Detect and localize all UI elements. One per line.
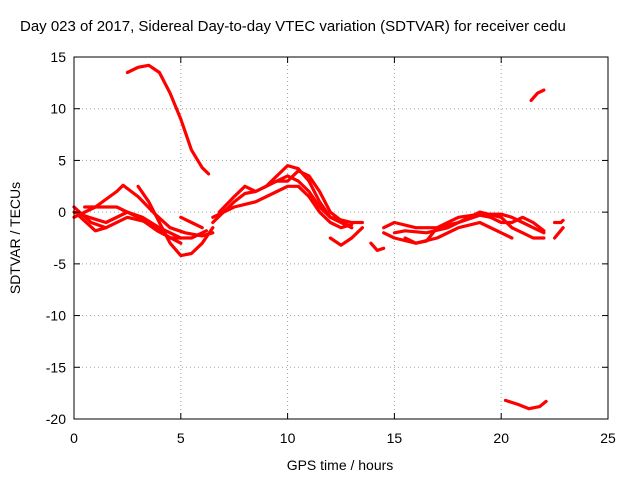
series-trace-14 xyxy=(382,213,546,233)
series-trace-12 xyxy=(179,215,204,230)
x-tick-label: 10 xyxy=(280,430,296,446)
plot-frame xyxy=(73,56,609,420)
x-tick-label: 0 xyxy=(70,430,78,446)
series-trace-9 xyxy=(211,184,354,230)
series-trace-13 xyxy=(328,226,364,247)
series-trace-11 xyxy=(275,169,354,230)
tick-labels: 0 5 10 15 20 25 15 10 5 0 -5 -10 -15 -20 xyxy=(46,49,616,446)
series-trace-10 xyxy=(217,174,364,225)
x-tick-label: 5 xyxy=(177,430,185,446)
series-trace-20 xyxy=(553,218,565,225)
y-tick-label: 0 xyxy=(58,204,66,220)
y-tick-label: -15 xyxy=(46,359,66,375)
x-tick-label: 25 xyxy=(600,430,616,446)
y-tick-label: -5 xyxy=(54,256,67,272)
series-trace-15 xyxy=(392,210,546,240)
series-trace-17 xyxy=(382,220,514,245)
grid-lines xyxy=(74,57,608,419)
x-tick-label: 15 xyxy=(387,430,403,446)
y-axis-label: SDTVAR / TECUs xyxy=(7,182,23,294)
series-trace-22 xyxy=(503,398,548,411)
series-trace-19 xyxy=(553,226,565,240)
x-tick-label: 20 xyxy=(493,430,509,446)
x-axis-label: GPS time / hours xyxy=(287,457,394,473)
series-trace-7 xyxy=(125,63,211,176)
series-trace-1 xyxy=(72,183,215,238)
series-trace-4 xyxy=(83,205,183,245)
chart-title: Day 023 of 2017, Sidereal Day-to-day VTE… xyxy=(20,18,566,35)
y-tick-label: -20 xyxy=(46,411,66,427)
y-tick-label: 5 xyxy=(58,152,66,168)
axis-ticks xyxy=(73,56,609,420)
series-trace-5 xyxy=(76,213,108,233)
series-layer xyxy=(72,63,565,411)
y-tick-label: 15 xyxy=(50,49,66,65)
series-trace-6 xyxy=(136,184,215,258)
y-tick-label: 10 xyxy=(50,101,66,117)
series-trace-18 xyxy=(369,241,386,252)
series-trace-2 xyxy=(72,205,208,240)
y-tick-label: -10 xyxy=(46,308,66,324)
series-trace-21 xyxy=(529,88,546,102)
